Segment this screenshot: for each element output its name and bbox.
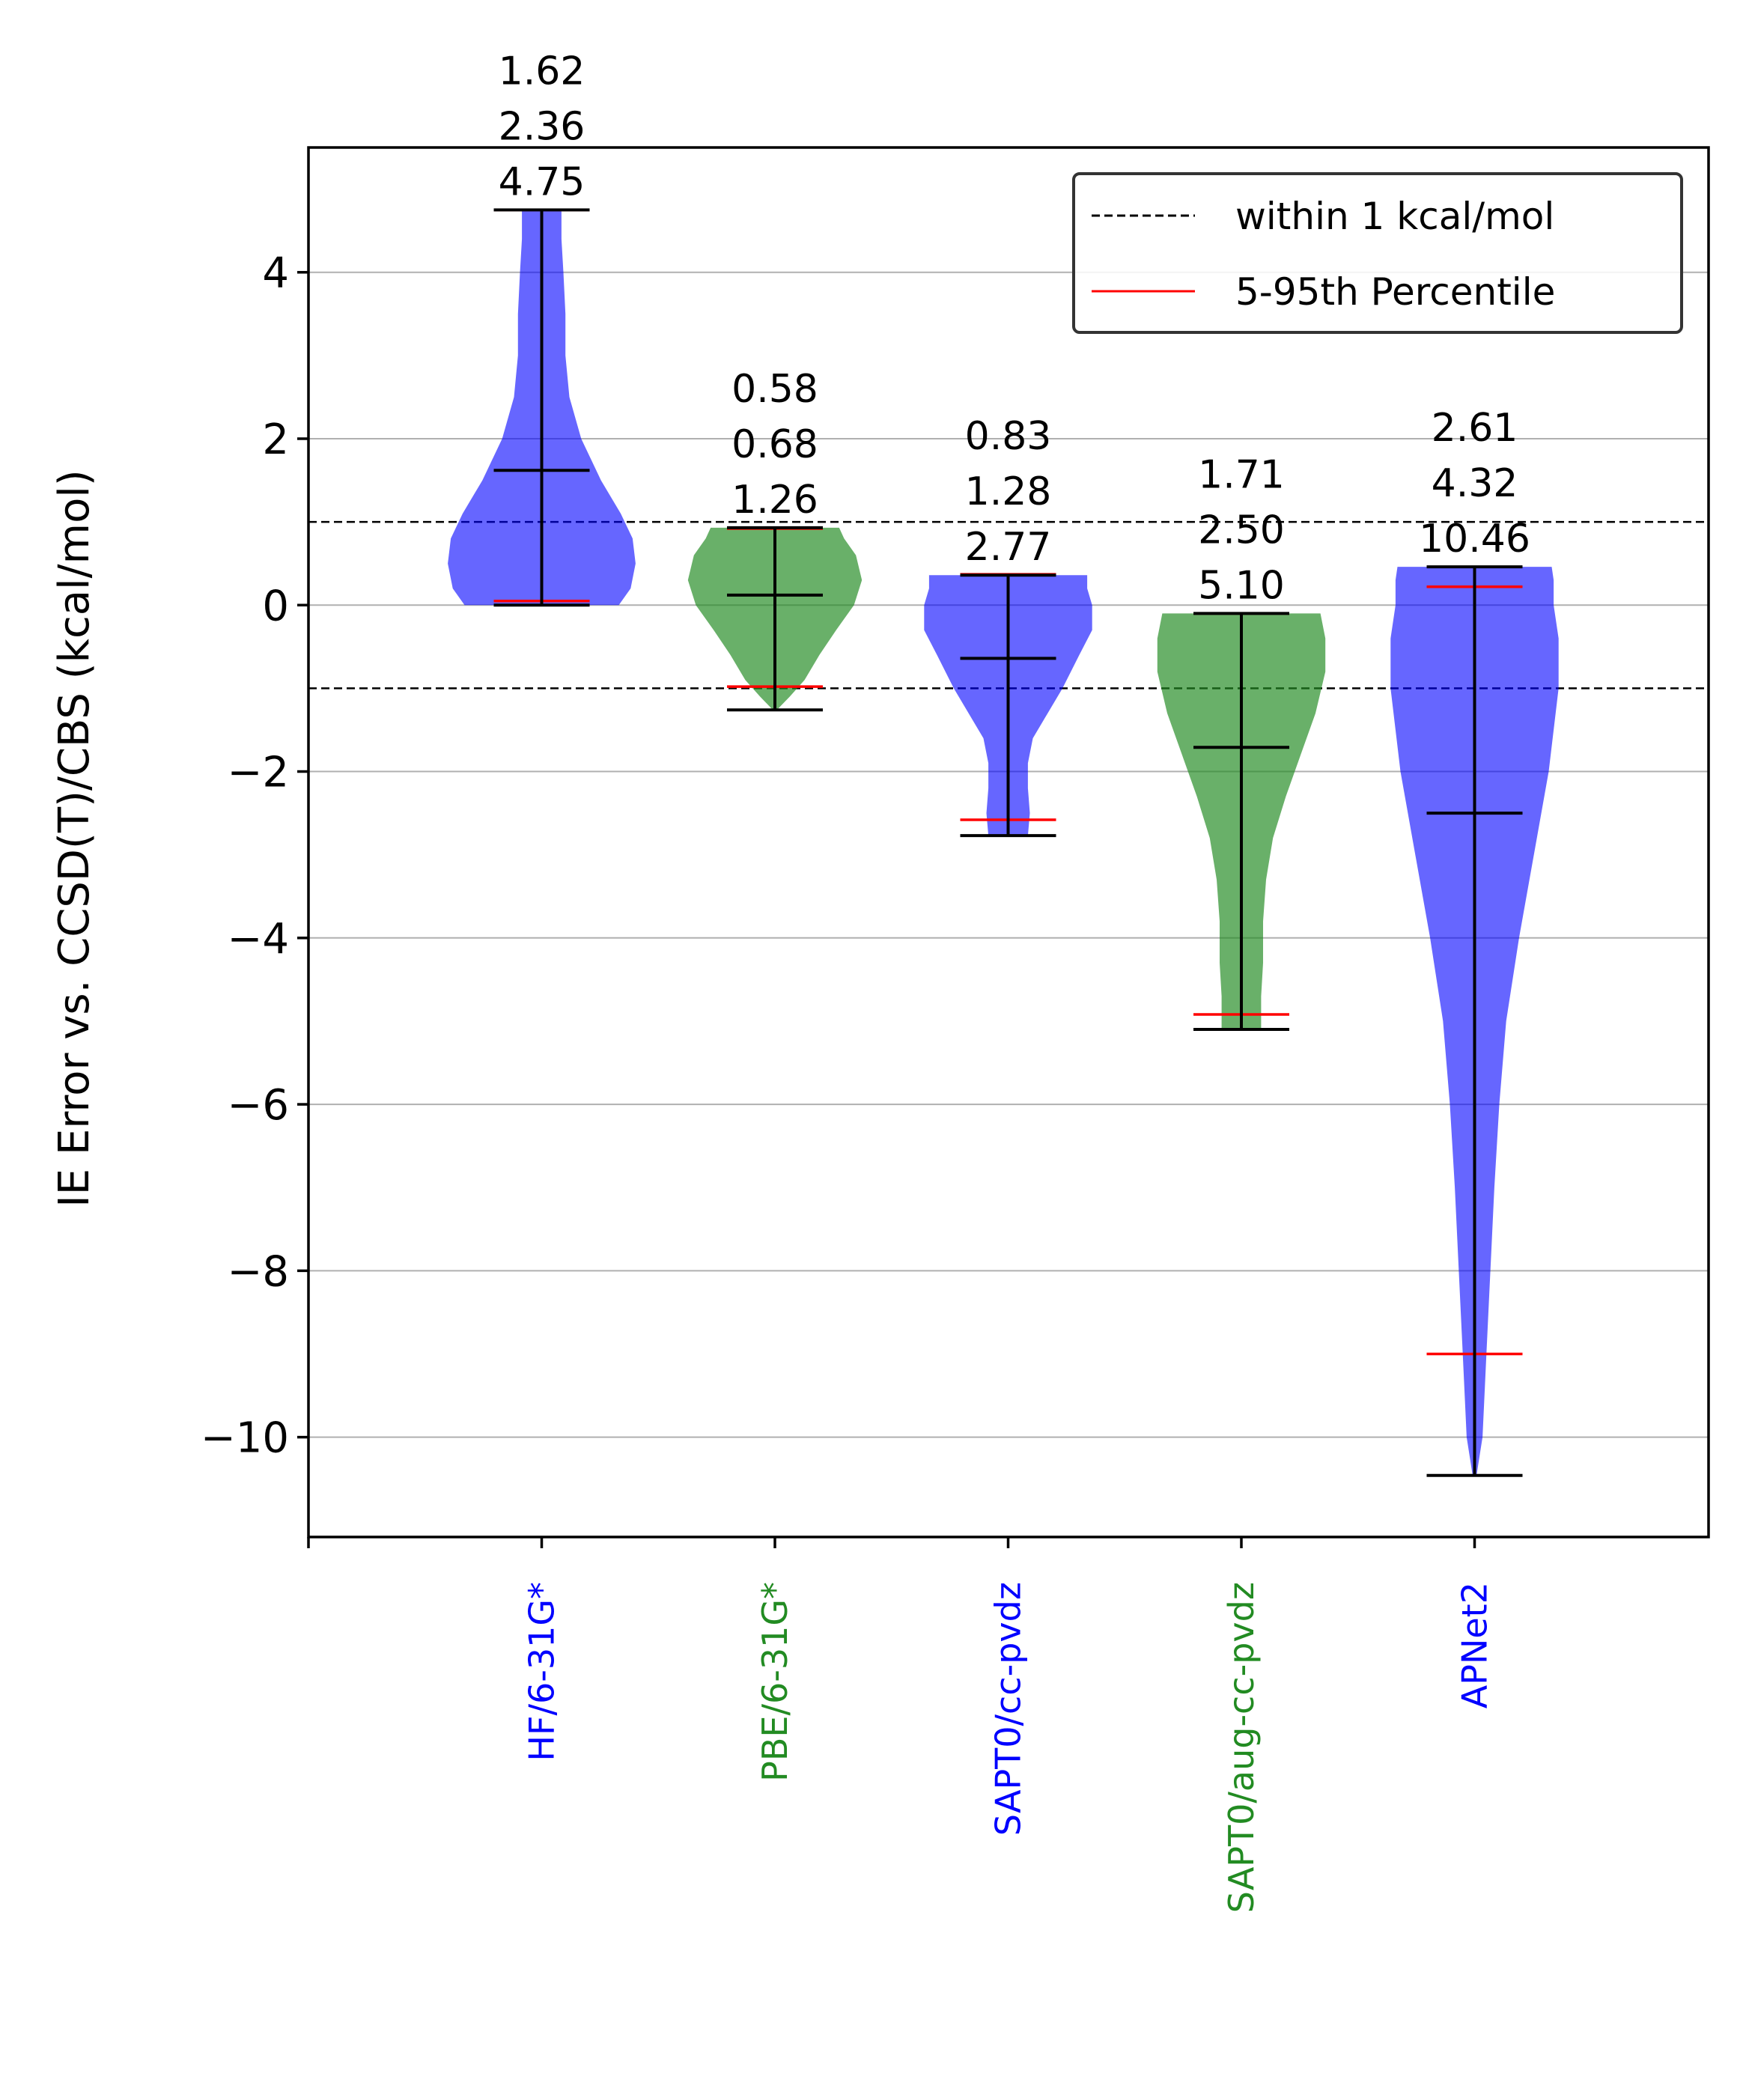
legend: within 1 kcal/mol 5-95th Percentile	[1072, 172, 1683, 334]
annotation-0-1: 2.36	[499, 104, 585, 149]
legend-label-0: within 1 kcal/mol	[1235, 195, 1554, 238]
annotation-3-2: 5.10	[1198, 563, 1285, 608]
annotation-3-0: 1.71	[1198, 452, 1285, 497]
y-tick-label-5: −6	[227, 1081, 289, 1130]
y-axis: 4 2 0 −2 −4 −6 −8 −10	[201, 249, 308, 1463]
annotation-3-1: 2.50	[1198, 508, 1285, 553]
y-tick-label-7: −10	[201, 1414, 289, 1463]
y-tick-label-4: −4	[227, 915, 289, 964]
annotation-2-0: 0.83	[965, 414, 1052, 459]
y-tick-label-0: 4	[262, 249, 289, 298]
x-tick-label-3: SAPT0/aug-cc-pvdz	[1221, 1582, 1262, 1913]
annotation-4-0: 2.61	[1432, 406, 1518, 451]
annotation-2-1: 1.28	[965, 469, 1052, 514]
x-tick-label-4: APNet2	[1455, 1582, 1495, 1708]
legend-label-1: 5-95th Percentile	[1235, 270, 1555, 314]
x-tick-label-1: PBE/6-31G*	[755, 1582, 795, 1782]
annotation-0-2: 4.75	[499, 159, 585, 204]
x-tick-label-2: SAPT0/cc-pvdz	[988, 1582, 1029, 1836]
x-tick-label-0: HF/6-31G*	[522, 1582, 562, 1762]
violin-stat-bars	[493, 208, 1523, 1477]
x-axis: HF/6-31G* PBE/6-31G* SAPT0/cc-pvdz SAPT0/au…	[307, 1537, 1495, 1913]
violin-annotations: 1.62 2.36 4.75 0.58 0.68 1.26 0.83 1.28 2.77 1.71…	[499, 49, 1530, 608]
legend-box	[1072, 172, 1683, 334]
y-tick-label-1: 2	[262, 416, 289, 464]
y-axis-label: IE Error vs. CCSD(T)/CBS (kcal/mol)	[50, 469, 99, 1207]
annotation-4-1: 4.32	[1432, 461, 1518, 506]
annotation-1-1: 0.68	[731, 422, 818, 467]
y-tick-label-2: 0	[262, 582, 289, 630]
y-tick-label-6: −8	[227, 1247, 289, 1296]
annotation-1-2: 1.26	[731, 478, 818, 523]
y-tick-label-3: −2	[227, 749, 289, 797]
annotation-4-2: 10.46	[1419, 517, 1530, 561]
annotation-0-0: 1.62	[499, 49, 585, 94]
annotation-2-2: 2.77	[965, 525, 1052, 570]
annotation-1-0: 0.58	[731, 367, 818, 412]
